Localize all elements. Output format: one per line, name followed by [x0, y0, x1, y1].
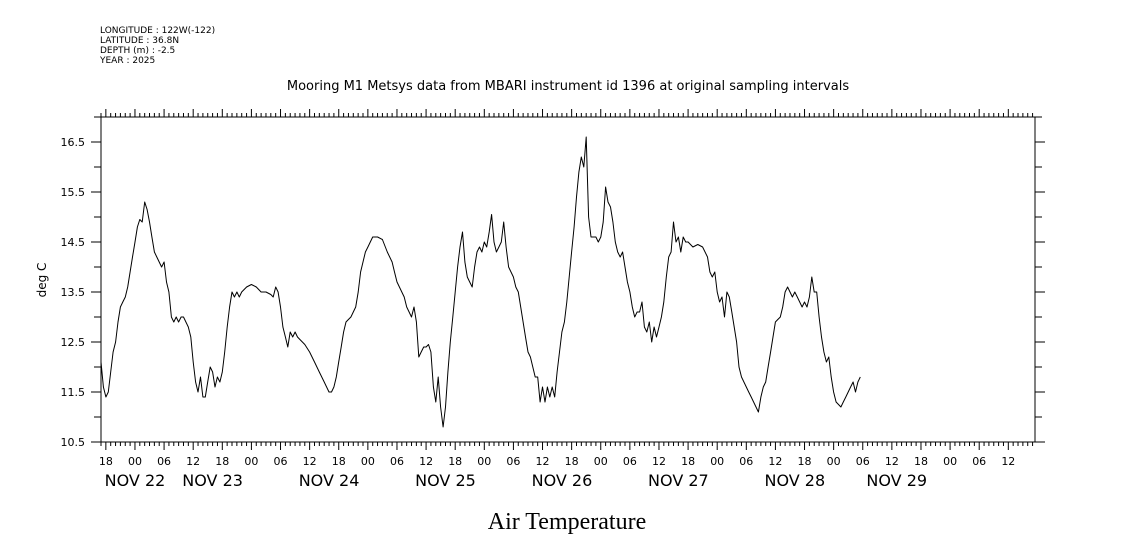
- x-tick-label: 18: [215, 455, 229, 468]
- x-tick-label: 12: [303, 455, 317, 468]
- x-date-label: NOV 26: [532, 471, 593, 490]
- x-tick-label: 06: [274, 455, 288, 468]
- x-date-label: NOV 27: [648, 471, 709, 490]
- y-tick-label: 14.5: [61, 236, 86, 249]
- x-tick-label: 18: [565, 455, 579, 468]
- x-tick-label: 00: [477, 455, 491, 468]
- x-date-label: NOV 25: [415, 471, 476, 490]
- x-tick-label: 06: [856, 455, 870, 468]
- y-tick-label: 12.5: [61, 336, 86, 349]
- x-tick-label: 06: [506, 455, 520, 468]
- x-tick-label: 12: [768, 455, 782, 468]
- x-date-label: NOV 23: [182, 471, 243, 490]
- x-axis-label: Air Temperature: [488, 509, 646, 535]
- x-tick-label: 06: [623, 455, 637, 468]
- x-tick-label: 18: [914, 455, 928, 468]
- longitude-label: LONGITUDE : 122W(-122): [100, 26, 216, 36]
- x-date-label: NOV 24: [299, 471, 360, 490]
- x-tick-label: 12: [419, 455, 433, 468]
- x-tick-label: 12: [186, 455, 200, 468]
- x-tick-label: 06: [157, 455, 171, 468]
- x-tick-label: 00: [710, 455, 724, 468]
- x-tick-label: 00: [827, 455, 841, 468]
- x-tick-label: 18: [798, 455, 812, 468]
- y-axis-label: deg C: [35, 263, 49, 298]
- x-tick-label: 12: [536, 455, 550, 468]
- plot-frame: [100, 116, 1036, 443]
- x-tick-label: 06: [390, 455, 404, 468]
- y-tick-label: 13.5: [61, 286, 86, 299]
- x-axis: 18 00 06 12 18 00 06 12 18 00 06 12 18 00 06 12 18 00 06 12…: [99, 109, 1034, 490]
- depth-label: DEPTH (m) : -2.5: [100, 46, 176, 56]
- y-tick-label: 11.5: [61, 386, 86, 399]
- x-tick-label: 00: [943, 455, 957, 468]
- x-tick-label: 12: [885, 455, 899, 468]
- x-date-label: NOV 28: [764, 471, 825, 490]
- x-date-label: NOV 29: [866, 471, 927, 490]
- x-tick-label: 00: [594, 455, 608, 468]
- x-tick-label: 00: [361, 455, 375, 468]
- x-tick-label: 18: [99, 455, 113, 468]
- x-tick-label: 12: [1001, 455, 1015, 468]
- y-tick-label: 15.5: [61, 186, 86, 199]
- x-tick-label: 12: [652, 455, 666, 468]
- y-axis: 10.5 11.5 12.5 13.5 14.5 15.5 16.5: [61, 116, 1045, 449]
- x-tick-label: 00: [244, 455, 258, 468]
- x-tick-label: 00: [128, 455, 142, 468]
- series-group: [100, 136, 861, 428]
- x-tick-label: 18: [448, 455, 462, 468]
- x-tick-label: 06: [972, 455, 986, 468]
- latitude-label: LATITUDE : 36.8N: [100, 36, 180, 46]
- series-line: [100, 136, 861, 428]
- y-tick-label: 16.5: [61, 136, 86, 149]
- x-tick-label: 06: [739, 455, 753, 468]
- x-tick-label: 18: [681, 455, 695, 468]
- chart-title: Mooring M1 Metsys data from MBARI instru…: [287, 79, 849, 94]
- x-date-label: NOV 22: [105, 471, 166, 490]
- y-tick-label: 10.5: [61, 436, 86, 449]
- year-label: YEAR : 2025: [100, 56, 156, 66]
- x-tick-label: 18: [332, 455, 346, 468]
